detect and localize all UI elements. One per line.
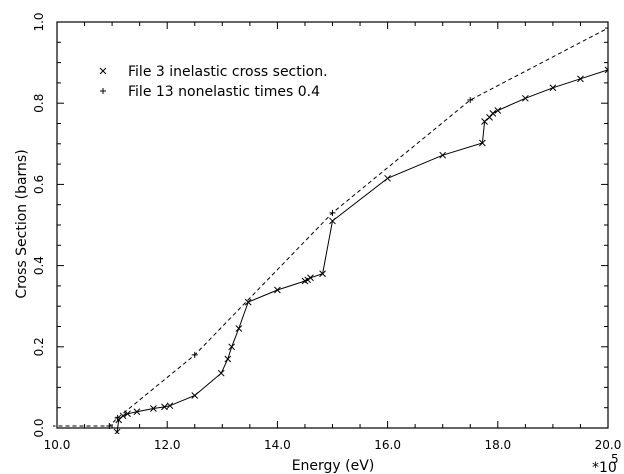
data-point-plus-marker <box>53 425 55 427</box>
data-point-x-marker <box>235 325 243 332</box>
data-point-x-marker <box>274 286 281 294</box>
data-point-x-marker <box>191 392 199 399</box>
data-point-plus-marker <box>605 25 608 32</box>
y-tick-label: 1.0 <box>32 12 46 31</box>
data-point-x-marker <box>577 75 584 83</box>
y-tick-label: 0.6 <box>32 175 46 194</box>
y-tick-label: 0.0 <box>32 418 46 437</box>
data-point-x-marker <box>384 174 391 182</box>
x-tick-label: 14.0 <box>264 438 291 452</box>
data-point-x-marker <box>224 355 232 363</box>
data-point-x-marker <box>304 276 312 284</box>
data-point-x-marker <box>133 408 141 416</box>
x-axis-multiplier-exponent: 5 <box>611 452 619 466</box>
data-point-x-marker <box>604 66 608 74</box>
data-point-x-marker <box>329 217 336 225</box>
series-line <box>116 69 608 433</box>
data-point-x-marker <box>549 84 557 92</box>
x-tick-label: 16.0 <box>374 438 401 452</box>
axis-ticks <box>56 21 609 429</box>
data-point-x-marker <box>521 94 529 102</box>
data-point-x-marker <box>166 402 174 410</box>
x-tick-label: 10.0 <box>44 438 71 452</box>
x-tick-label: 12.0 <box>154 438 181 452</box>
data-point-x-marker <box>228 343 236 351</box>
data-point-plus-marker <box>114 414 121 421</box>
y-tick-label: 0.8 <box>32 94 46 113</box>
data-point-x-marker <box>119 412 127 420</box>
data-point-plus-marker <box>467 96 474 103</box>
data-point-plus-marker <box>100 88 106 94</box>
x-axis-title: Energy (eV) <box>292 458 375 474</box>
data-point-x-marker <box>99 67 107 75</box>
data-point-x-marker <box>494 107 502 114</box>
data-point-x-marker <box>489 109 497 117</box>
x-tick-label: 20.0 <box>595 438 622 452</box>
data-point-x-marker <box>217 369 225 377</box>
legend-entry-label: File 13 nonelastic times 0.4 <box>128 84 320 100</box>
data-point-plus-marker <box>191 351 198 358</box>
y-axis-title: Cross Section (barns) <box>14 149 30 298</box>
data-point-x-marker <box>439 151 447 159</box>
data-point-x-marker <box>113 428 121 434</box>
plot-frame <box>56 21 609 429</box>
data-point-plus-marker <box>329 209 336 216</box>
series-nonelastic <box>53 25 608 429</box>
legend: File 3 inelastic cross section. File 13 n… <box>99 64 328 100</box>
data-point-x-marker <box>150 405 157 412</box>
data-point-plus-marker <box>106 422 113 429</box>
series-layer <box>53 25 608 434</box>
x-axis-multiplier: *10 <box>592 460 617 474</box>
x-tick-label: 18.0 <box>484 438 511 452</box>
plot-frame <box>56 21 609 429</box>
y-tick-label: 0.4 <box>32 256 46 275</box>
y-tick-label: 0.2 <box>32 337 46 356</box>
data-point-x-marker <box>319 270 326 278</box>
legend-entry-label: File 3 inelastic cross section. <box>128 64 328 80</box>
data-point-x-marker <box>479 139 486 147</box>
data-point-x-marker <box>307 274 314 282</box>
axis-tick-labels: 10.0 12.0 14.0 16.0 18.0 20.0 0.0 0.2 0.4 0.6 0.8 1… <box>32 12 621 452</box>
data-point-x-marker <box>481 118 488 125</box>
data-point-x-marker <box>161 403 168 411</box>
series-inelastic <box>113 66 608 434</box>
data-point-x-marker <box>244 298 252 306</box>
data-point-x-marker <box>486 114 493 121</box>
